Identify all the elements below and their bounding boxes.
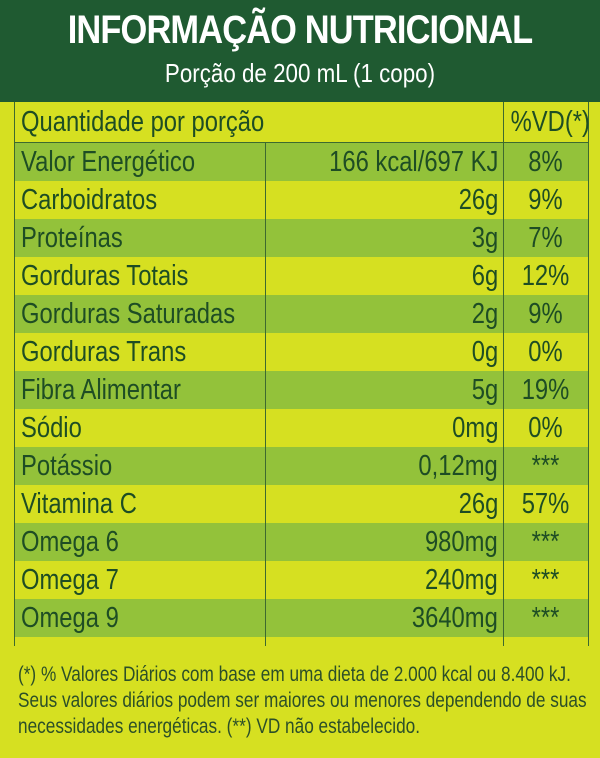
nutrient-name: Omega 6	[21, 526, 119, 558]
nutrient-vd: ***	[531, 450, 560, 482]
column-divider-vd	[503, 102, 504, 646]
page-title: INFORMAÇÃO NUTRICIONAL	[67, 8, 533, 52]
table-row: Valor Energético 166 kcal/697 KJ 8%	[15, 143, 588, 181]
nutrient-name: Omega 7	[21, 564, 119, 596]
table-row: Vitamina C 26g 57%	[15, 485, 588, 523]
table-row: Carboidratos 26g 9%	[15, 181, 588, 219]
nutrient-amount: 0,12mg	[418, 450, 498, 482]
footnote-line: (*) % Valores Diários com base em uma di…	[18, 663, 571, 686]
nutrient-vd: 9%	[528, 184, 563, 216]
serving-size: Porção de 200 mL (1 copo)	[164, 58, 436, 88]
table-row: Proteínas 3g 7%	[15, 219, 588, 257]
nutrient-vd: 8%	[528, 146, 563, 178]
nutrient-amount: 980mg	[425, 526, 498, 558]
nutrient-vd: ***	[531, 602, 560, 634]
column-divider-name	[265, 143, 266, 646]
nutrient-name: Proteínas	[21, 222, 123, 254]
column-header-vd: %VD(*)	[510, 106, 590, 138]
nutrient-name: Fibra Alimentar	[21, 374, 181, 406]
nutrient-name: Valor Energético	[21, 146, 196, 178]
footnote-line: Seus valores diários podem ser maiores o…	[18, 689, 587, 712]
title-banner: INFORMAÇÃO NUTRICIONAL Porção de 200 mL …	[0, 0, 600, 102]
table-header-row: Quantidade por porção %VD(*)	[15, 102, 590, 143]
nutrient-name: Gorduras Trans	[21, 336, 187, 368]
nutrient-name: Omega 9	[21, 602, 119, 634]
nutrient-amount: 0g	[471, 336, 498, 368]
nutrient-amount: 3g	[471, 222, 498, 254]
nutrient-amount: 26g	[458, 184, 498, 216]
nutrient-name: Gorduras Saturadas	[21, 298, 236, 330]
nutrient-name: Gorduras Totais	[21, 260, 189, 292]
table-row: Omega 7 240mg ***	[15, 561, 588, 599]
nutrient-vd: 0%	[528, 412, 563, 444]
nutrient-name: Vitamina C	[21, 488, 137, 520]
table-row: Potássio 0,12mg ***	[15, 447, 588, 485]
nutrient-amount: 3640mg	[412, 602, 498, 634]
column-header-quantity: Quantidade por porção	[21, 106, 265, 138]
nutrient-amount: 5g	[471, 374, 498, 406]
nutrient-vd: ***	[531, 564, 560, 596]
nutrient-vd: 0%	[528, 336, 563, 368]
table-row: Gorduras Trans 0g 0%	[15, 333, 588, 371]
nutrient-vd: 12%	[521, 260, 570, 292]
nutrient-amount: 240mg	[425, 564, 498, 596]
nutrition-table: Quantidade por porção %VD(*) Valor Energ…	[14, 102, 590, 646]
table-row: Gorduras Totais 6g 12%	[15, 257, 588, 295]
nutrient-vd: ***	[531, 526, 560, 558]
nutrient-amount: 26g	[458, 488, 498, 520]
footnote: (*) % Valores Diários com base em uma di…	[18, 662, 587, 740]
nutrient-name: Carboidratos	[21, 184, 158, 216]
nutrient-vd: 9%	[528, 298, 563, 330]
table-row: Sódio 0mg 0%	[15, 409, 588, 447]
nutrient-vd: 57%	[521, 488, 570, 520]
nutrient-name: Potássio	[21, 450, 113, 482]
table-row: Fibra Alimentar 5g 19%	[15, 371, 588, 409]
table-row: Gorduras Saturadas 2g 9%	[15, 295, 588, 333]
nutrient-amount: 2g	[471, 298, 498, 330]
nutrient-name: Sódio	[21, 412, 82, 444]
table-row: Omega 9 3640mg ***	[15, 599, 588, 637]
nutrient-vd: 7%	[528, 222, 563, 254]
nutrient-amount: 166 kcal/697 KJ	[328, 146, 498, 178]
table-row: Omega 6 980mg ***	[15, 523, 588, 561]
nutrient-amount: 6g	[471, 260, 498, 292]
nutrient-amount: 0mg	[451, 412, 498, 444]
nutrient-vd: 19%	[521, 374, 570, 406]
footnote-line: necessidades energéticas. (**) VD não es…	[18, 715, 421, 738]
